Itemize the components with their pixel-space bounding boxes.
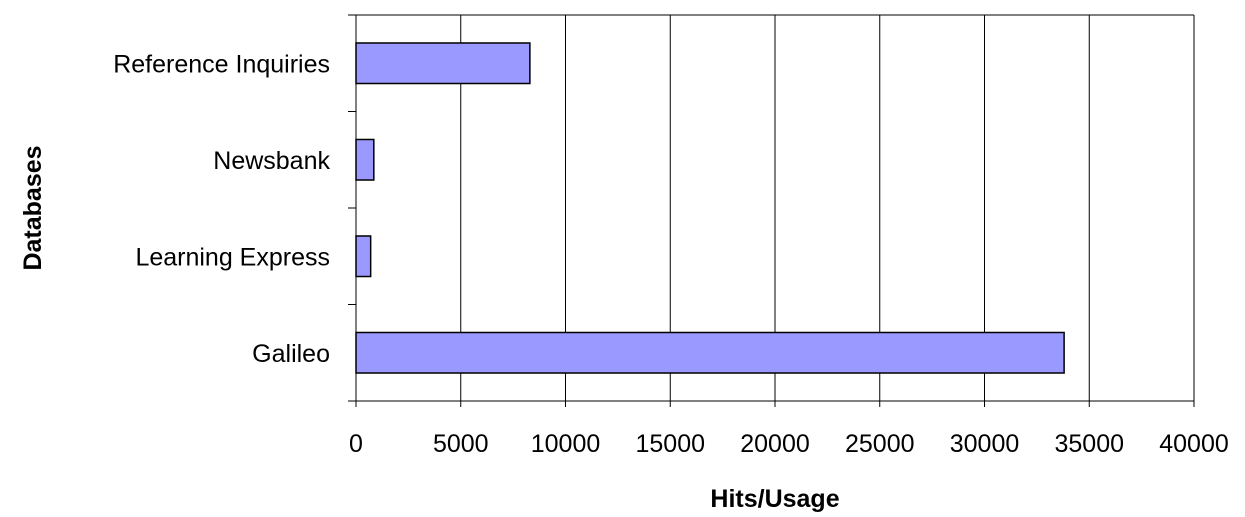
axes [348, 14, 1195, 407]
x-tick-label: 35000 [1054, 430, 1124, 458]
x-tick-label: 0 [349, 430, 363, 458]
x-tick-label: 30000 [950, 430, 1020, 458]
category-label: Learning Express [135, 243, 330, 271]
bar [355, 235, 372, 278]
bar [355, 138, 375, 181]
x-tick-label: 40000 [1159, 430, 1229, 458]
x-tick-label: 15000 [635, 430, 705, 458]
x-tick-label: 25000 [845, 430, 915, 458]
grid-lines [460, 15, 1195, 401]
bar [355, 331, 1065, 374]
category-label: Galileo [252, 340, 330, 368]
x-axis-title: Hits/Usage [710, 485, 839, 513]
bars [355, 42, 1065, 374]
category-label: Reference Inquiries [113, 50, 330, 78]
x-tick-label: 20000 [740, 430, 810, 458]
bar [355, 42, 531, 85]
x-tick-label: 10000 [531, 430, 601, 458]
x-tick-labels: 0 5000 10000 15000 20000 25000 30000 35000 40000 [349, 430, 1229, 458]
y-axis-title: Databases [19, 145, 47, 270]
category-label: Newsbank [213, 147, 330, 175]
category-labels: Reference Inquiries Newsbank Learning Expr… [113, 50, 330, 368]
x-tick-label: 5000 [433, 430, 489, 458]
